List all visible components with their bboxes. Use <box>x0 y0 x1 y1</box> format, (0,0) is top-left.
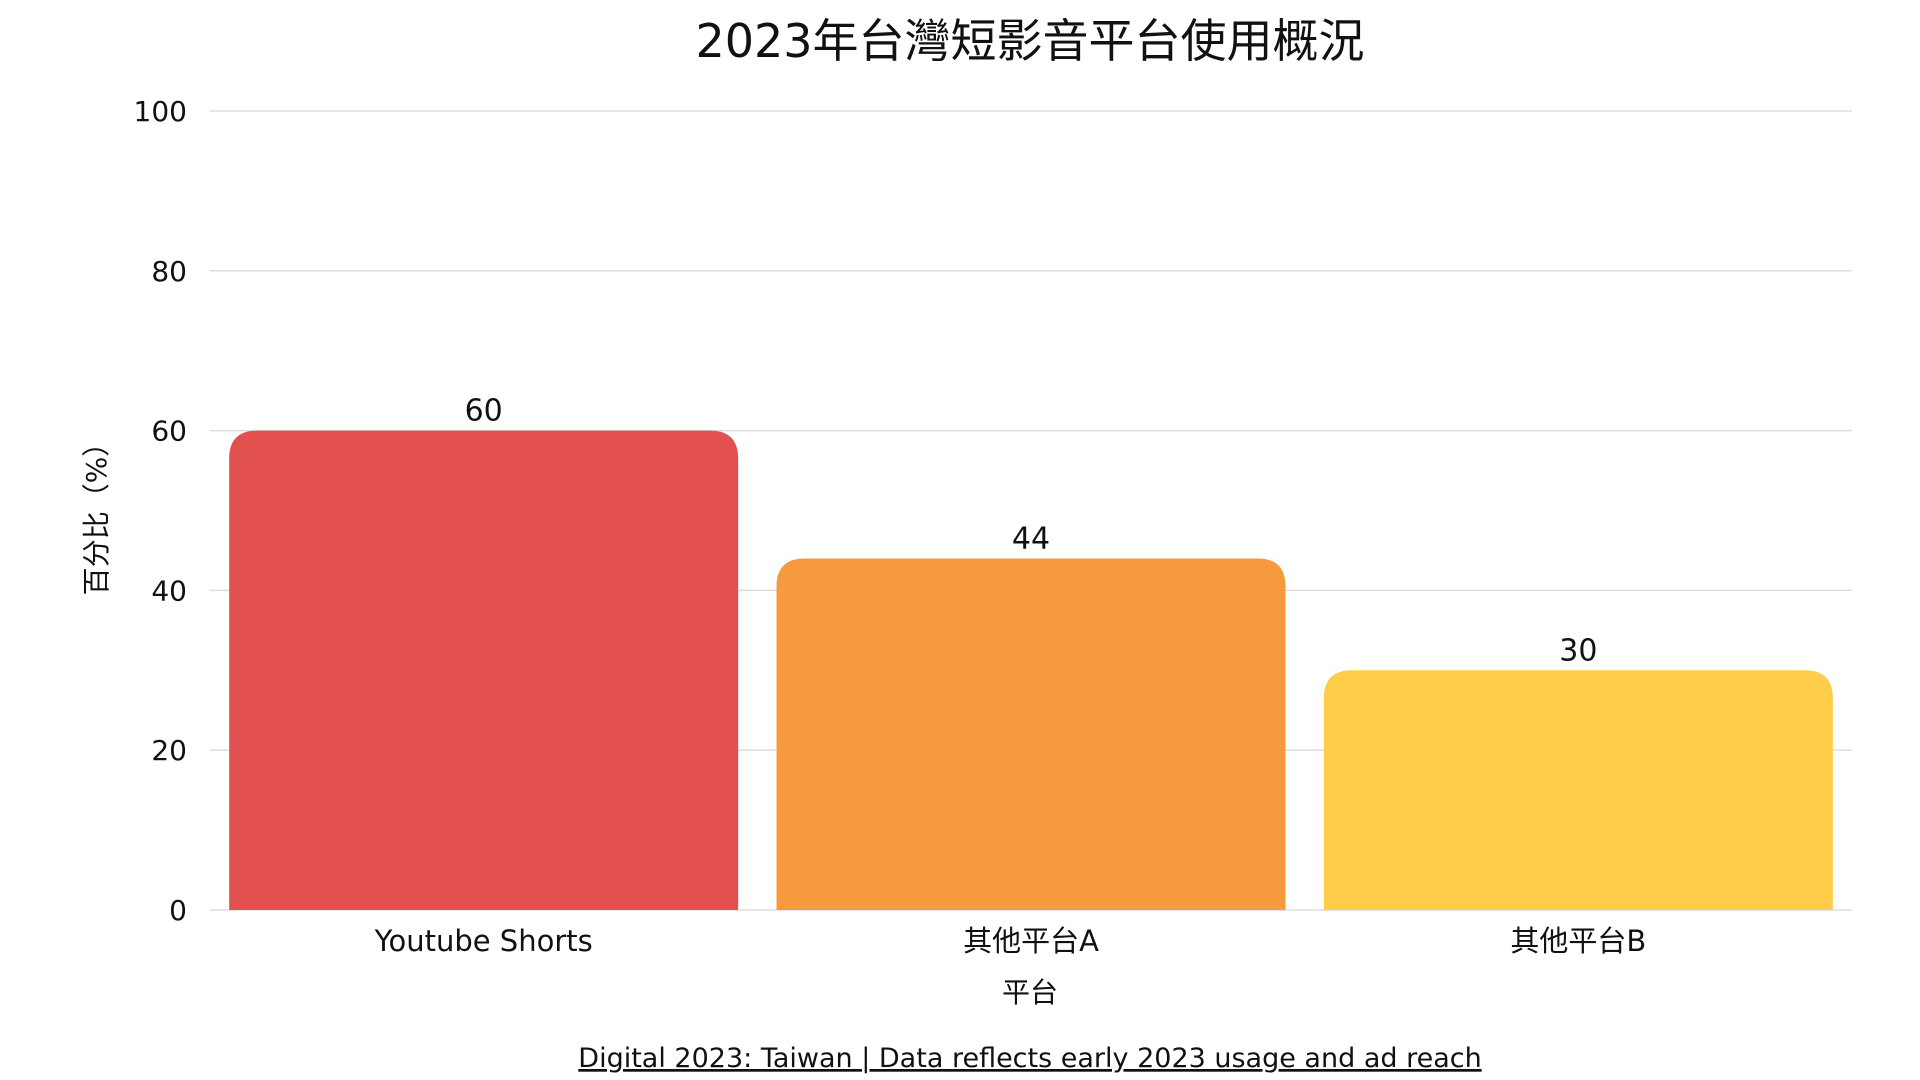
y-tick-label: 80 <box>151 255 187 288</box>
chart-title: 2023年台灣短影音平台使用概況 <box>695 14 1364 68</box>
y-tick-label: 60 <box>151 415 187 448</box>
y-tick-label: 20 <box>151 734 187 767</box>
x-category-label: 其他平台B <box>1510 924 1646 958</box>
y-axis-ticks: 0 20 40 60 80 100 <box>134 95 187 927</box>
source-link[interactable]: Digital 2023: Taiwan | Data reflects ear… <box>578 1043 1481 1074</box>
data-label: 60 <box>465 394 503 429</box>
bar <box>1323 670 1833 910</box>
bar <box>776 558 1286 910</box>
bar <box>229 430 739 910</box>
y-axis-title: 百分比（%） <box>80 429 113 596</box>
x-axis-title: 平台 <box>1002 976 1058 1009</box>
x-axis-categories: Youtube Shorts 其他平台A 其他平台B <box>374 924 1647 958</box>
y-tick-label: 0 <box>169 894 187 927</box>
data-label: 44 <box>1012 521 1050 556</box>
bars <box>229 430 1833 910</box>
data-label: 30 <box>1559 633 1597 668</box>
data-labels: 60 44 30 <box>465 394 1598 669</box>
x-category-label: 其他平台A <box>963 924 1099 958</box>
y-tick-label: 100 <box>134 95 187 128</box>
x-category-label: Youtube Shorts <box>374 924 593 958</box>
y-tick-label: 40 <box>151 574 187 607</box>
